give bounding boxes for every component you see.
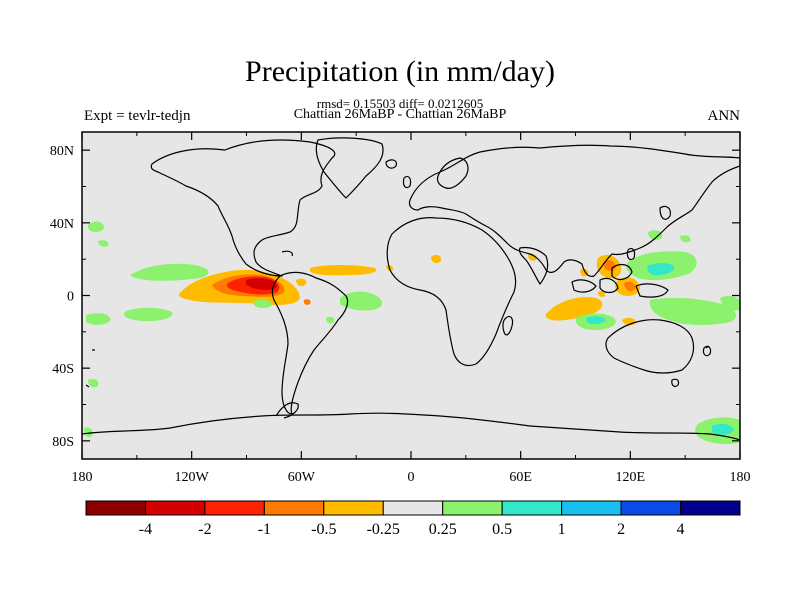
coastline-iceland xyxy=(385,159,397,169)
colorbar-label: -4 xyxy=(139,521,152,538)
x-tick-label: 60W xyxy=(288,470,316,485)
colorbar-label: 4 xyxy=(677,521,685,538)
coastline-antarctic-peninsula xyxy=(275,402,299,419)
anomaly-patch-indian-cyan xyxy=(586,316,606,324)
anomaly-patch-atlantic-green-b xyxy=(326,316,335,324)
colorbar-label: 0.5 xyxy=(492,521,512,538)
colorbar-label: -2 xyxy=(198,521,211,538)
x-axis: 180 120W 60W 0 60E 120E 180 xyxy=(72,132,751,485)
anomaly-patch-south-pacific-green-a xyxy=(86,313,111,325)
coastline-australia xyxy=(605,319,695,374)
colorbar-label: 2 xyxy=(617,521,625,538)
coastline-greenland xyxy=(315,137,384,199)
coastline-eurasia xyxy=(408,144,740,277)
y-axis: 80N 40N 0 40S 80S xyxy=(50,144,740,450)
coastline-north-america xyxy=(150,139,336,277)
colorbar-swatch xyxy=(620,500,682,516)
colorbar-label: 0.25 xyxy=(429,521,457,538)
case-line: Chattian 26MaBP - Chattian 26MaBP xyxy=(293,107,507,122)
colorbar-swatch xyxy=(323,500,384,516)
x-tick-label: 120W xyxy=(175,470,210,485)
colorbar-swatch xyxy=(680,500,741,516)
coastline-tasmania xyxy=(671,378,680,387)
anomaly-patch-maritime-small-orange-b xyxy=(598,291,606,297)
y-tick-label: 80N xyxy=(50,144,74,159)
anomaly-patch-maritime-small-orange xyxy=(580,268,589,277)
y-tick-label: 0 xyxy=(67,290,74,305)
season-label: ANN xyxy=(707,108,741,124)
anomaly-patch-east-pacific-darkred xyxy=(246,278,277,290)
y-tick-label: 40N xyxy=(50,217,74,232)
x-tick-label: 0 xyxy=(408,470,415,485)
anomaly-patches xyxy=(84,221,740,445)
colorbar: -4 -2 -1 -0.5 -0.25 0.25 0.5 1 2 4 xyxy=(85,500,741,538)
coastline-indonesia-a xyxy=(571,279,597,293)
colorbar-swatch xyxy=(561,500,622,516)
colorbar-swatch xyxy=(501,500,563,516)
colorbar-swatch xyxy=(263,500,325,516)
colorbar-label: -0.25 xyxy=(367,521,400,538)
colorbar-label: 1 xyxy=(558,521,566,538)
coastline-pacific-islands-c xyxy=(705,345,710,349)
x-tick-label: 120E xyxy=(616,470,646,485)
stats-line: rmsd= 0.15503 diff= 0.0212605 xyxy=(316,96,484,111)
anomaly-patch-atlantic-orange-d xyxy=(303,299,311,305)
x-tick-label: 60E xyxy=(509,470,532,485)
colorbar-swatch xyxy=(85,500,146,516)
coastline-uk xyxy=(402,175,412,189)
anomaly-patch-west-pacific-cyan xyxy=(647,263,675,276)
anomaly-patch-south-atlantic-green xyxy=(88,378,99,388)
anomaly-patch-atlantic-green xyxy=(340,291,383,311)
anomaly-patch-gulf-green xyxy=(98,240,109,247)
anomaly-patch-maritime-darkorange-b xyxy=(624,281,636,291)
anomaly-patch-west-pacific-green-c xyxy=(680,235,691,243)
y-tick-label: 80S xyxy=(52,435,74,450)
colorbar-label: -1 xyxy=(258,521,271,538)
anomaly-patch-spcz-green-b xyxy=(720,295,740,311)
anomaly-patch-west-pacific-green-b xyxy=(648,230,663,240)
x-tick-label: 180 xyxy=(72,470,93,485)
coastline-borneo xyxy=(611,263,633,281)
coastline-antarctica xyxy=(82,412,740,441)
anomaly-patch-south-pacific-green-b xyxy=(123,307,173,322)
anomaly-patch-atlantic-orange-a xyxy=(310,265,377,276)
coastline-japan xyxy=(659,205,671,220)
y-tick-label: 40S xyxy=(52,362,74,377)
experiment-label: Expt = tevlr-tedjn xyxy=(84,108,191,124)
anomaly-patch-spcz-green xyxy=(649,297,737,325)
coastline-new-guinea xyxy=(635,283,669,298)
coastline-philippines xyxy=(626,247,636,261)
anomaly-patch-atlantic-orange-b xyxy=(296,278,307,287)
anomaly-patch-north-atlantic-green xyxy=(88,221,104,233)
anomaly-patch-far-south-green xyxy=(84,427,93,438)
plot-title: Precipitation (in mm/day) xyxy=(245,55,555,88)
coastline-south-america xyxy=(271,271,349,415)
anomaly-patch-maritime-darkorange xyxy=(604,260,616,272)
colorbar-swatch xyxy=(442,500,503,516)
anomaly-patch-southern-ocean-cyan xyxy=(712,423,734,435)
anomaly-patch-africa-orange xyxy=(431,254,442,264)
coastline-madagascar xyxy=(502,315,514,336)
coastline-indonesia-b xyxy=(599,277,619,294)
coastline-scandinavia xyxy=(436,157,469,189)
anomaly-patch-pacific-green-c xyxy=(254,299,272,308)
coastline-caribbean xyxy=(281,250,293,257)
anomaly-patch-central-pacific-green xyxy=(130,263,209,281)
coastline-india xyxy=(518,246,549,285)
colorbar-swatch xyxy=(204,500,265,516)
coastlines xyxy=(82,137,740,441)
x-tick-label: 180 xyxy=(730,470,751,485)
coastline-pacific-islands-b xyxy=(85,384,90,388)
colorbar-swatch xyxy=(382,500,444,516)
coastline-africa xyxy=(386,217,517,367)
colorbar-swatch xyxy=(144,500,206,516)
colorbar-label: -0.5 xyxy=(311,521,336,538)
